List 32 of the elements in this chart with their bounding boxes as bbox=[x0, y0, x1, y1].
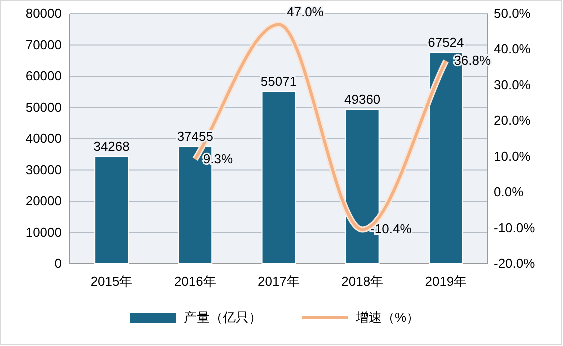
data-label: 55071 bbox=[260, 74, 298, 89]
data-label: 47.0% bbox=[287, 4, 324, 20]
y-tick-label: 50000 bbox=[26, 100, 62, 115]
y2-tick-label: 0.0% bbox=[494, 184, 524, 200]
y-tick-label: 60000 bbox=[26, 68, 62, 84]
y-tick-label: 10000 bbox=[26, 224, 62, 240]
y2-tick-label: 20.0% bbox=[494, 113, 532, 128]
y-tick-label: 40000 bbox=[26, 131, 62, 146]
x-tick-label: 2015年 bbox=[90, 274, 133, 289]
y2-tick-label: -10.0% bbox=[494, 220, 536, 236]
y-tick-label: 0 bbox=[54, 256, 62, 271]
x-tick-label: 2017年 bbox=[258, 274, 300, 289]
y2-tick-label: 40.0% bbox=[494, 42, 532, 57]
data-label: 34268 bbox=[94, 138, 130, 154]
y-tick-label: 70000 bbox=[26, 37, 62, 52]
y-tick-label: 20000 bbox=[26, 194, 62, 208]
y2-tick-label: 10.0% bbox=[494, 148, 532, 164]
legend-label: 产量（亿只） bbox=[184, 310, 262, 325]
x-tick-label: 2018年 bbox=[342, 274, 384, 289]
data-label: 67524 bbox=[428, 34, 464, 50]
y2-tick-label: -20.0% bbox=[494, 256, 536, 271]
x-tick-label: 2016年 bbox=[174, 274, 216, 289]
y2-tick-label: 30.0% bbox=[494, 77, 532, 92]
y2-tick-label: 50.0% bbox=[494, 6, 532, 21]
y-tick-label: 80000 bbox=[26, 6, 62, 21]
y-tick-label: 30000 bbox=[26, 162, 62, 178]
data-label: 37455 bbox=[177, 128, 214, 144]
data-label: 49360 bbox=[344, 92, 381, 107]
bar bbox=[262, 91, 296, 264]
bar bbox=[94, 156, 130, 264]
x-tick-label: 2019年 bbox=[425, 274, 468, 289]
legend-label: 增速（%） bbox=[355, 310, 420, 325]
